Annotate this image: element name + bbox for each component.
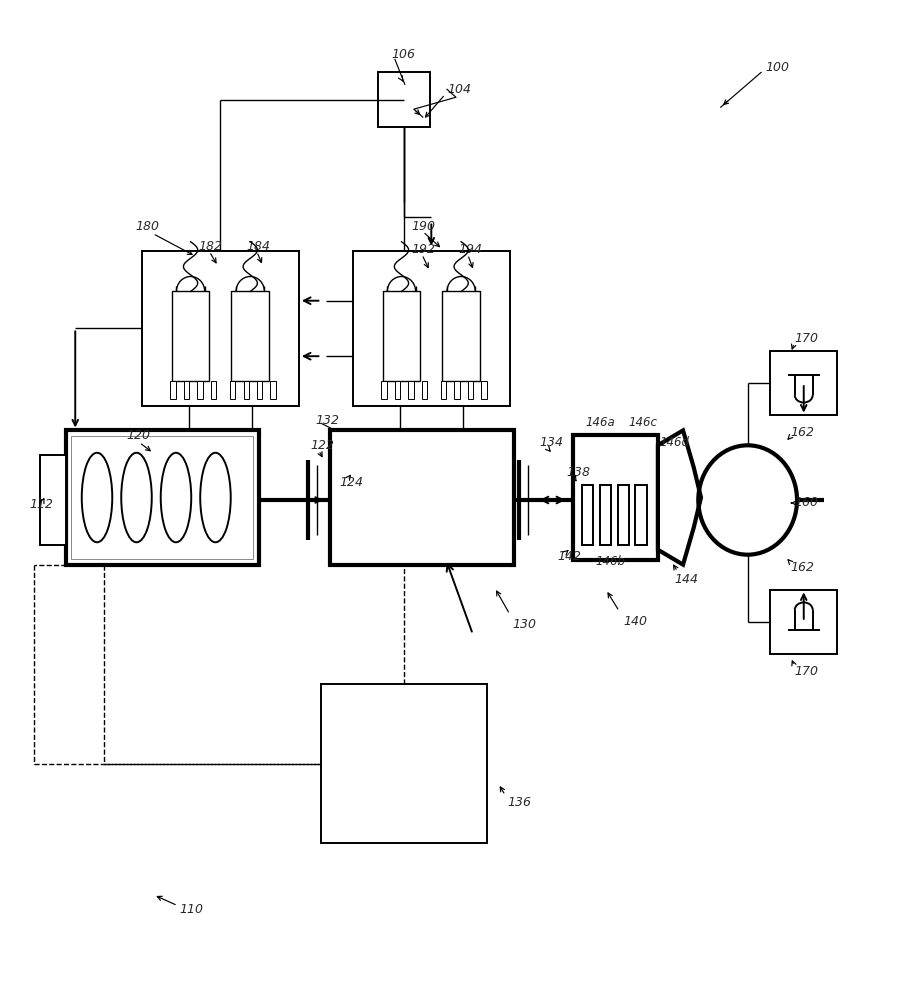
Text: 170: 170 (794, 332, 817, 345)
Bar (41, 455, 66, 545)
Bar (408, 381, 413, 399)
Bar (210, 381, 216, 399)
Text: 194: 194 (458, 243, 483, 256)
Bar (454, 381, 459, 399)
Bar (481, 381, 486, 399)
Bar (321, 684, 487, 843)
Bar (635, 485, 647, 545)
Text: 170: 170 (794, 665, 817, 678)
Text: 134: 134 (538, 436, 563, 449)
Text: 184: 184 (246, 240, 271, 253)
Text: 144: 144 (673, 573, 697, 586)
Bar (440, 381, 446, 399)
Bar (394, 381, 400, 399)
Text: 146d: 146d (659, 436, 689, 449)
Bar (442, 291, 480, 381)
Text: 180: 180 (135, 220, 160, 233)
Bar (599, 485, 611, 545)
Bar (769, 589, 836, 654)
Text: 142: 142 (557, 550, 581, 563)
Text: 120: 120 (126, 429, 151, 442)
Text: 192: 192 (410, 243, 435, 256)
Bar (257, 381, 262, 399)
Text: 110: 110 (179, 903, 203, 916)
Bar (353, 251, 510, 406)
Text: 162: 162 (790, 561, 814, 574)
Bar (381, 381, 386, 399)
Bar (581, 485, 593, 545)
Ellipse shape (82, 453, 112, 542)
Text: 100: 100 (765, 61, 788, 74)
Ellipse shape (200, 453, 231, 542)
Text: 190: 190 (410, 220, 435, 233)
Text: 112: 112 (30, 498, 53, 511)
Bar (197, 381, 202, 399)
Ellipse shape (121, 453, 152, 542)
Bar (378, 72, 429, 127)
Bar (421, 381, 427, 399)
Text: 138: 138 (566, 466, 590, 479)
Bar (184, 381, 189, 399)
Text: 136: 136 (507, 796, 530, 809)
Polygon shape (658, 430, 700, 565)
Text: 140: 140 (623, 615, 647, 628)
Text: 104: 104 (446, 83, 471, 96)
Bar (71, 436, 253, 559)
Bar (572, 435, 658, 560)
Bar (330, 430, 514, 565)
Bar (270, 381, 275, 399)
Text: 146c: 146c (628, 416, 657, 429)
Bar (142, 251, 299, 406)
Text: 132: 132 (315, 414, 339, 427)
Bar (244, 381, 249, 399)
Ellipse shape (161, 453, 191, 542)
Text: 122: 122 (310, 439, 335, 452)
Bar (171, 291, 209, 381)
Bar (230, 381, 235, 399)
Text: 124: 124 (339, 476, 363, 489)
Text: 130: 130 (512, 618, 536, 631)
Bar (66, 430, 258, 565)
Bar (231, 291, 269, 381)
Bar (467, 381, 473, 399)
Bar (170, 381, 176, 399)
Text: 106: 106 (391, 48, 415, 61)
Bar (617, 485, 629, 545)
Bar (382, 291, 419, 381)
Text: 182: 182 (198, 240, 222, 253)
Text: 146b: 146b (594, 555, 624, 568)
Text: 146a: 146a (584, 416, 614, 429)
Text: 160: 160 (794, 496, 817, 509)
Text: 162: 162 (790, 426, 814, 439)
Bar (769, 351, 836, 415)
